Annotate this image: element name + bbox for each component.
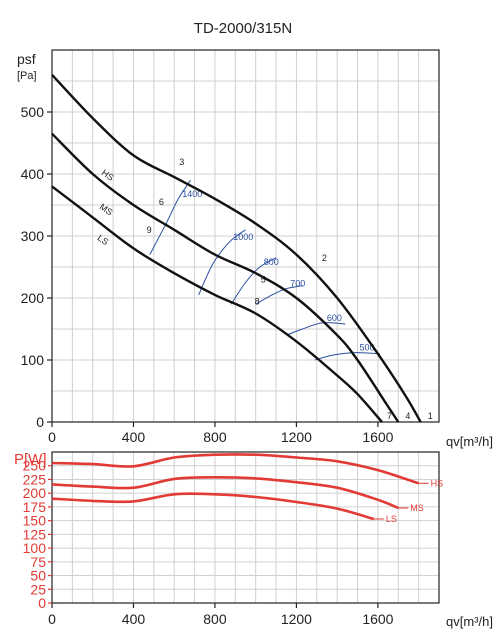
rpm-label: 800 [264,257,279,267]
x-tick-label: 400 [122,429,146,445]
y-tick-label: 200 [23,485,47,501]
rpm-label: 600 [327,313,342,323]
y-tick-label: 250 [23,458,47,474]
pressure-line-hs [51,73,422,423]
operating-point-label: 9 [147,225,152,235]
operating-point-label: 8 [255,296,260,306]
operating-point-label: 4 [405,411,410,421]
rpm-curve-600 [286,322,346,336]
y-axis-label: P[W] [14,451,47,468]
y-tick-label: 100 [23,540,47,556]
rpm-label: 500 [359,343,374,353]
y-tick-label: 500 [21,104,45,120]
y-tick-label: 125 [23,526,47,542]
x-tick-label: 800 [203,611,227,627]
y-tick-label: 25 [30,581,46,597]
power-line-ls [51,492,375,521]
series-label: HS [431,478,444,488]
chart-title: TD-2000/315N [194,20,292,37]
x-tick-label: 1200 [281,611,312,627]
rpm-label: 1400 [182,189,202,199]
operating-point-label: 2 [322,253,327,263]
rpm-curve-1000 [198,229,246,296]
power-line-ms [51,475,399,510]
power-labels: HS MS LS [373,478,444,524]
y-tick-label: 50 [30,568,46,584]
operating-point-label: 3 [179,157,184,167]
x-tick-label: 1200 [281,429,312,445]
x-axis-label: qv[m³/h] [446,614,493,629]
series-label: LS [96,233,111,248]
plot-frame [51,451,440,604]
pressure-plot-grid [51,49,440,423]
y-tick-label: 75 [30,554,46,570]
rpm-curve-700 [255,285,303,305]
y-tick-label: 100 [21,352,45,368]
power-series [51,453,420,521]
rpm-curves: 1400 1000 800 700 600 500 [149,179,380,361]
rpm-curve-800 [230,257,277,305]
rpm-curve-500 [314,352,380,361]
y-axis-unit: [Pa] [17,70,37,82]
rpm-label: 700 [290,279,305,289]
y-tick-label: 300 [21,228,45,244]
y-tick-label: 175 [23,499,47,515]
pressure-line-ms [51,132,400,423]
pressure-series [51,73,422,423]
x-tick-label: 0 [48,429,56,445]
pressure-line-ls [51,185,383,423]
rpm-curve-1400 [149,179,191,255]
y-tick-label: 0 [38,595,46,611]
y-tick-label: 400 [21,166,45,182]
rpm-label: 1000 [233,232,253,242]
x-tick-label: 0 [48,611,56,627]
x-tick-label: 400 [122,611,146,627]
x-tick-label: 800 [203,429,227,445]
power-plot-grid [51,452,440,604]
x-tick-label: 1600 [362,429,393,445]
operating-point-label: 1 [428,411,433,421]
series-label: LS [386,514,397,524]
operating-point-label: 6 [159,197,164,207]
y-tick-label: 225 [23,471,47,487]
operating-point-label: 7 [387,411,392,421]
operating-point-label: 5 [261,275,266,285]
series-label: MS [98,202,115,218]
y-axis-label: psf [17,51,36,67]
x-axis-label: qv[m³/h] [446,434,493,449]
power-line-hs [51,453,420,485]
y-tick-label: 150 [23,513,47,529]
y-tick-label: 0 [36,414,44,430]
y-tick-label: 200 [21,290,45,306]
x-tick-label: 1600 [362,611,393,627]
series-label: MS [410,503,424,513]
